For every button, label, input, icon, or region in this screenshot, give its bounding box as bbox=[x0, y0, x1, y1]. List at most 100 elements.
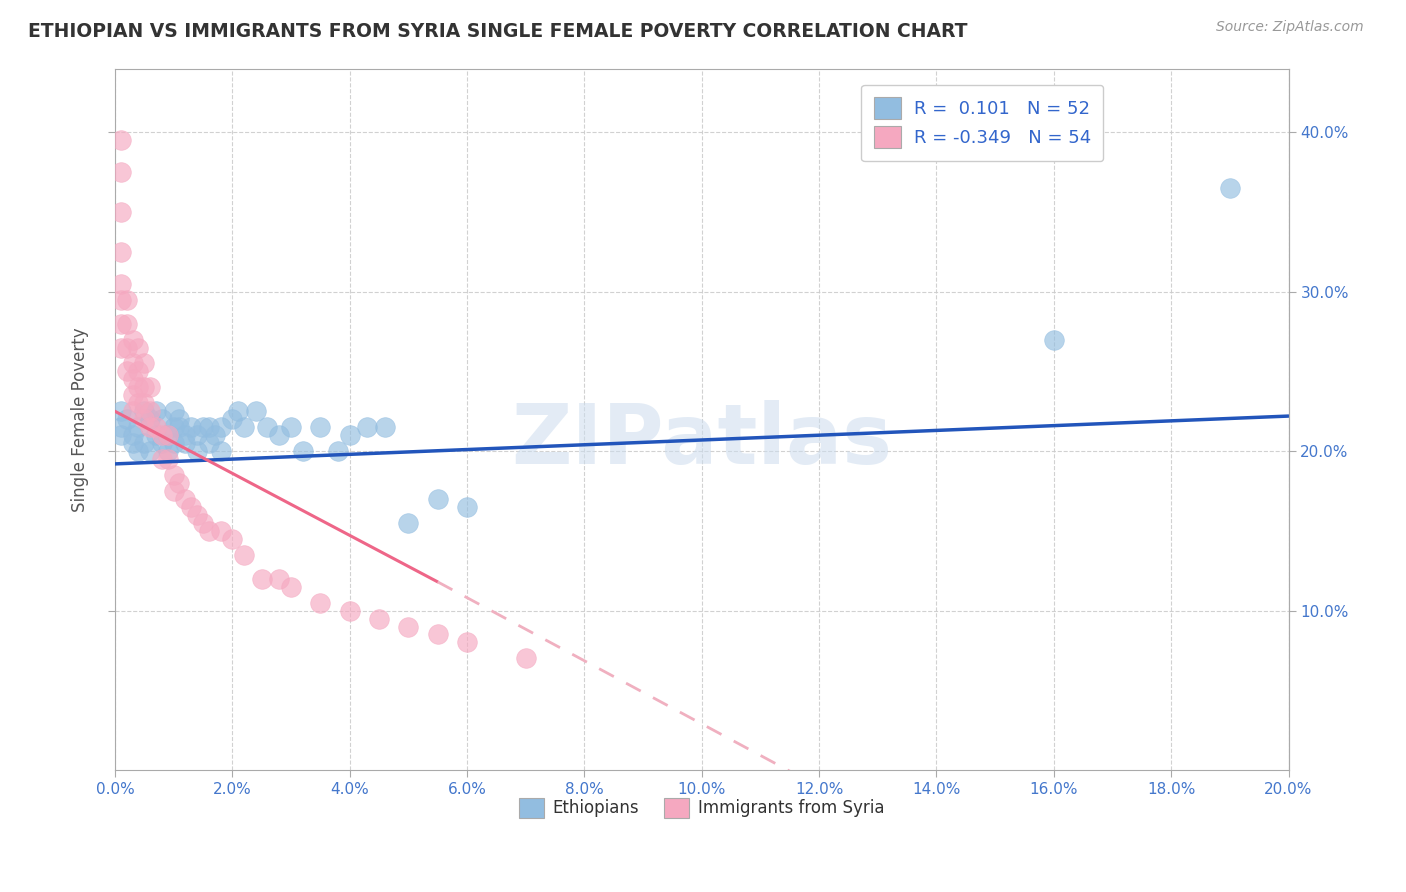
Point bbox=[396, 516, 419, 530]
Point bbox=[309, 420, 332, 434]
Point bbox=[162, 404, 184, 418]
Point bbox=[121, 388, 143, 402]
Text: Source: ZipAtlas.com: Source: ZipAtlas.com bbox=[1216, 20, 1364, 34]
Legend: Ethiopians, Immigrants from Syria: Ethiopians, Immigrants from Syria bbox=[513, 791, 891, 825]
Point bbox=[396, 619, 419, 633]
Point bbox=[186, 508, 208, 522]
Point bbox=[269, 572, 291, 586]
Point bbox=[515, 651, 537, 665]
Point bbox=[198, 436, 221, 450]
Point bbox=[134, 404, 156, 418]
Point bbox=[191, 420, 214, 434]
Point bbox=[426, 627, 449, 641]
Point bbox=[162, 420, 184, 434]
Point bbox=[156, 452, 179, 467]
Point bbox=[233, 548, 256, 562]
Point bbox=[326, 444, 349, 458]
Point bbox=[209, 444, 232, 458]
Point bbox=[339, 603, 361, 617]
Point bbox=[456, 635, 478, 649]
Point bbox=[150, 412, 173, 426]
Point bbox=[110, 205, 132, 219]
Point bbox=[110, 293, 132, 307]
Point bbox=[245, 404, 267, 418]
Point bbox=[339, 428, 361, 442]
Point bbox=[280, 420, 302, 434]
Point bbox=[110, 341, 132, 355]
Point bbox=[169, 420, 191, 434]
Point bbox=[139, 380, 162, 394]
Point bbox=[150, 436, 173, 450]
Point bbox=[121, 436, 143, 450]
Point bbox=[127, 420, 149, 434]
Point bbox=[209, 420, 232, 434]
Point bbox=[134, 380, 156, 394]
Point bbox=[110, 404, 132, 418]
Point bbox=[256, 420, 278, 434]
Point bbox=[269, 428, 291, 442]
Point bbox=[186, 428, 208, 442]
Point bbox=[115, 317, 138, 331]
Point bbox=[145, 428, 167, 442]
Point bbox=[156, 428, 179, 442]
Point bbox=[456, 500, 478, 514]
Point bbox=[233, 420, 256, 434]
Point bbox=[169, 412, 191, 426]
Point bbox=[145, 404, 167, 418]
Point bbox=[139, 420, 162, 434]
Point bbox=[127, 396, 149, 410]
Point bbox=[221, 532, 243, 546]
Point bbox=[156, 428, 179, 442]
Point bbox=[156, 444, 179, 458]
Point bbox=[110, 244, 132, 259]
Point bbox=[368, 611, 391, 625]
Point bbox=[115, 412, 138, 426]
Point bbox=[191, 516, 214, 530]
Point bbox=[226, 404, 249, 418]
Point bbox=[115, 341, 138, 355]
Point bbox=[356, 420, 378, 434]
Point bbox=[134, 396, 156, 410]
Point bbox=[127, 364, 149, 378]
Point bbox=[139, 404, 162, 418]
Point bbox=[121, 333, 143, 347]
Point bbox=[174, 436, 197, 450]
Point bbox=[134, 356, 156, 370]
Point bbox=[110, 133, 132, 147]
Point bbox=[162, 483, 184, 498]
Point bbox=[110, 428, 132, 442]
Point bbox=[115, 364, 138, 378]
Point bbox=[127, 444, 149, 458]
Point bbox=[162, 436, 184, 450]
Point bbox=[180, 500, 202, 514]
Point bbox=[221, 412, 243, 426]
Point bbox=[110, 277, 132, 291]
Point bbox=[139, 412, 162, 426]
Point bbox=[110, 165, 132, 179]
Point bbox=[426, 491, 449, 506]
Point bbox=[374, 420, 396, 434]
Point bbox=[204, 428, 226, 442]
Point bbox=[180, 420, 202, 434]
Point bbox=[110, 420, 132, 434]
Point bbox=[198, 420, 221, 434]
Point bbox=[291, 444, 314, 458]
Point bbox=[121, 428, 143, 442]
Point bbox=[280, 580, 302, 594]
Point bbox=[127, 341, 149, 355]
Text: ZIPatlas: ZIPatlas bbox=[512, 400, 893, 481]
Point bbox=[121, 356, 143, 370]
Point bbox=[145, 420, 167, 434]
Point bbox=[169, 476, 191, 491]
Y-axis label: Single Female Poverty: Single Female Poverty bbox=[72, 327, 89, 512]
Point bbox=[127, 380, 149, 394]
Point bbox=[186, 444, 208, 458]
Point bbox=[134, 436, 156, 450]
Point bbox=[150, 428, 173, 442]
Point bbox=[162, 468, 184, 483]
Point bbox=[121, 372, 143, 386]
Point bbox=[110, 317, 132, 331]
Point bbox=[250, 572, 273, 586]
Point bbox=[150, 452, 173, 467]
Point bbox=[209, 524, 232, 538]
